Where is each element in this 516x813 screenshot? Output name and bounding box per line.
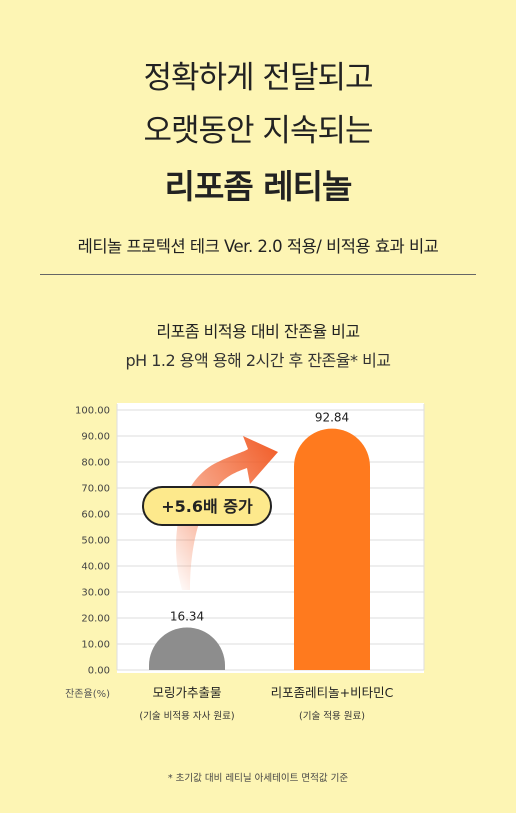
y-tick-label: 60.00 (81, 510, 110, 521)
chart-title: 리포좀 비적용 대비 잔존율 비교 (156, 322, 360, 341)
headline-line-1: 정확하게 전달되고 (143, 60, 373, 96)
y-tick-label: 70.00 (81, 484, 110, 495)
increase-badge-box (142, 486, 272, 526)
bar (149, 627, 225, 670)
data-label: 92.84 (315, 411, 349, 425)
bars: 16.34 92.84 (149, 411, 370, 670)
category-label: 리포좀레티놀+비타민C (271, 685, 394, 700)
y-tick-label: 0.00 (88, 666, 110, 677)
increase-badge-text: +5.6배 증가 (161, 497, 253, 516)
y-axis-label: 잔존율(%) (65, 688, 110, 700)
y-tick-label: 10.00 (81, 640, 110, 651)
y-tick-labels: 0.00 10.00 20.00 30.00 40.00 50.00 60.00 70.00 8… (75, 406, 110, 677)
y-tick-label: 40.00 (81, 562, 110, 573)
increase-arrow (176, 436, 278, 590)
chart-subtitle: pH 1.2 용액 용해 2시간 후 잔존율* 비교 (125, 351, 391, 370)
grid (116, 404, 425, 671)
category-label: 모링가추출물 (152, 685, 221, 700)
bar (294, 428, 370, 670)
divider (40, 274, 476, 275)
category-note: (기술 비적용 자사 원료) (139, 710, 234, 722)
plot-area (117, 403, 424, 673)
y-tick-label: 100.00 (75, 406, 110, 417)
category-labels: 모링가추출물 (기술 비적용 자사 원료) 리포좀레티놀+비타민C (기술 적용 원료… (139, 685, 393, 722)
y-tick-label: 80.00 (81, 458, 110, 469)
y-tick-label: 90.00 (81, 432, 110, 443)
y-tick-label: 30.00 (81, 588, 110, 599)
headline-line-2: 오랫동안 지속되는 (143, 113, 373, 149)
data-label: 16.34 (170, 610, 204, 624)
y-tick-label: 50.00 (81, 536, 110, 547)
increase-badge: +5.6배 증가 (142, 486, 272, 526)
comparison-subtitle: 레티놀 프로텍션 테크 Ver. 2.0 적용/ 비적용 효과 비교 (77, 237, 439, 256)
headline-line-3: 리포좀 레티놀 (164, 167, 353, 206)
footnote: * 초기값 대비 레티닐 아세테이트 면적값 기준 (167, 773, 349, 784)
category-note: (기술 적용 원료) (299, 710, 365, 722)
y-tick-label: 20.00 (81, 614, 110, 625)
